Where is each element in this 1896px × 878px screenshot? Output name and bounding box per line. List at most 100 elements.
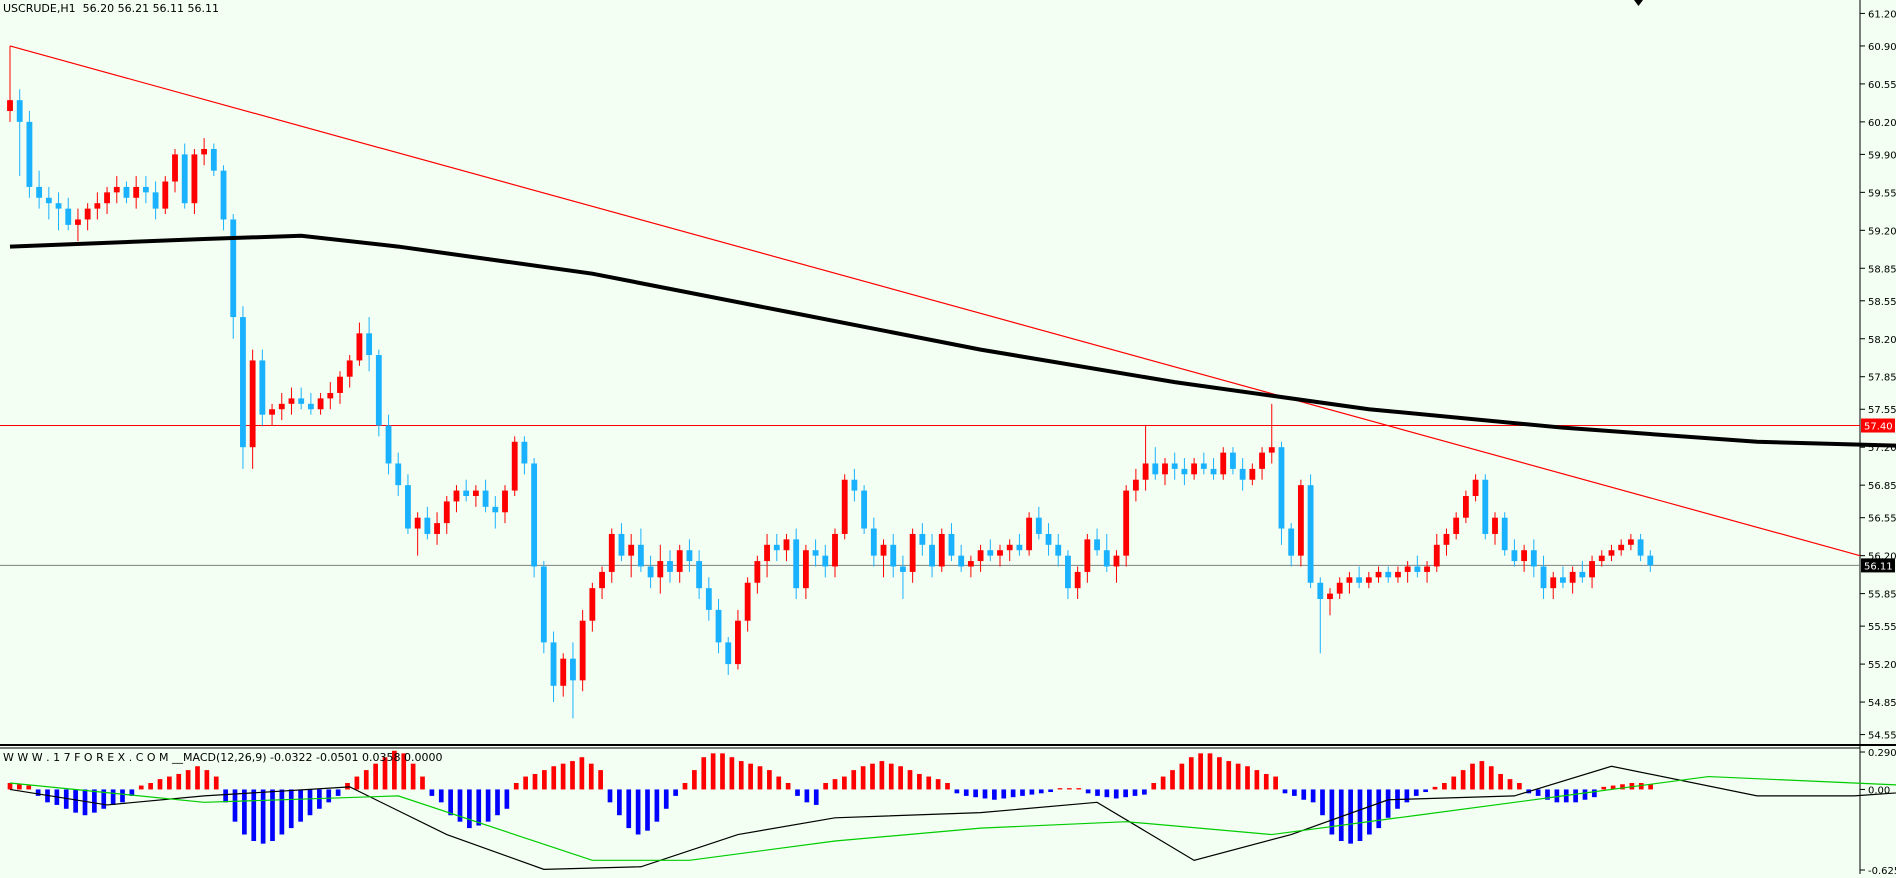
candle-body [162, 181, 169, 209]
candle-body [715, 609, 722, 643]
candle-body [521, 441, 528, 464]
candle-body [1259, 452, 1265, 469]
candle-body [1589, 561, 1595, 578]
candle-body [1200, 463, 1207, 469]
candle-body [1540, 566, 1547, 589]
key-level-tag [1861, 418, 1895, 433]
candle-body [492, 506, 499, 513]
candle-body [278, 403, 285, 410]
candle-body [977, 550, 984, 562]
price-tick-label: 61.20 [1868, 9, 1896, 20]
candle-body [7, 100, 13, 112]
candle-body [94, 203, 101, 209]
candle-body [764, 544, 770, 562]
candle-body [1530, 550, 1537, 567]
candle-body [288, 398, 295, 404]
candle-body [1395, 571, 1401, 578]
candle-body [1375, 571, 1382, 578]
candle-body [346, 360, 353, 377]
trendlines [9, 45, 1861, 557]
candle-body [822, 555, 829, 567]
candle-body [84, 208, 91, 220]
candle-body [1171, 463, 1178, 469]
candle-body [75, 219, 81, 225]
candle-body [773, 544, 780, 551]
macd-label: W W W . 1 7 F O R E X . C O M __MACD(12,… [3, 751, 443, 764]
candle-body [1501, 517, 1508, 551]
moving-average-line [9, 233, 1896, 448]
candle-body [65, 208, 72, 225]
candle-body [870, 528, 877, 556]
candle-body [511, 441, 518, 491]
collapse-arrow-icon[interactable] [1634, 0, 1643, 6]
candle-body [1162, 463, 1168, 475]
price-tick-label: 60.20 [1868, 118, 1896, 129]
candle-body [36, 186, 43, 198]
candle-body [453, 490, 460, 502]
candle-body [1220, 452, 1227, 475]
price-tick-label: 58.20 [1868, 335, 1896, 346]
price-tick-label: 57.20 [1868, 443, 1896, 454]
key-level-tag [1861, 558, 1895, 573]
candle-body [997, 550, 1003, 556]
price-tick-label: 58.85 [1868, 264, 1896, 275]
price-tick-label: 56.55 [1868, 514, 1896, 525]
candle-body [1462, 496, 1469, 518]
candle-body [1637, 539, 1644, 556]
price-ticks: 61.20 60.90 60.55 60.20 59.90 59.55 59.20 58.85… [1860, 9, 1896, 742]
candle-body [1579, 571, 1586, 578]
candle-body [337, 376, 343, 393]
candle-body [385, 425, 392, 464]
candle-body [754, 561, 761, 583]
candle-body [133, 186, 140, 198]
candle-body [570, 658, 576, 681]
candle-body [812, 550, 819, 556]
symbol-label: USCRUDE,H1 56.20 56.21 56.11 56.11 [3, 2, 220, 15]
candle-body [1317, 582, 1324, 600]
resistance-trendline [9, 45, 1861, 557]
price-tick-label: 59.90 [1868, 150, 1896, 161]
price-tick-label: 57.55 [1868, 405, 1896, 416]
candle-body [113, 186, 120, 193]
price-tick-label: 58.55 [1868, 297, 1896, 308]
candle-body [405, 485, 411, 529]
candle-body [1268, 447, 1275, 453]
candle-body [1608, 550, 1615, 556]
candle-body [550, 642, 557, 686]
candle-body [1560, 577, 1566, 583]
candle-body [210, 148, 217, 171]
macd-tick-label: 0.00 [1868, 785, 1890, 796]
candle-body [142, 186, 149, 193]
price-tick-label: 57.85 [1868, 373, 1896, 384]
candle-body [1346, 577, 1353, 583]
candle-body [725, 642, 732, 665]
price-tick-label: 59.20 [1868, 226, 1896, 237]
candle-body [249, 360, 256, 448]
candle-body [1065, 555, 1071, 589]
candle-body [1278, 447, 1285, 529]
candle-body [579, 620, 586, 681]
candlesticks [7, 45, 1654, 719]
candle-body [414, 517, 421, 529]
candle-body [1084, 539, 1091, 572]
candle-body [919, 533, 926, 545]
candle-body [269, 409, 275, 415]
candle-body [1336, 582, 1343, 594]
candle-body [1074, 571, 1081, 589]
candle-body [240, 317, 246, 448]
candle-body [1152, 463, 1159, 475]
price-tick-label: 55.85 [1868, 590, 1896, 601]
candle-body [929, 544, 935, 567]
price-tick-label: 59.55 [1868, 188, 1896, 199]
macd-signal-line [9, 775, 1896, 861]
candle-body [123, 186, 130, 198]
candle-body [1365, 577, 1372, 583]
candle-body [540, 566, 547, 643]
candle-body [152, 192, 159, 209]
candle-body [1239, 468, 1246, 480]
candle-body [220, 170, 227, 220]
candle-body [657, 561, 664, 578]
candle-body [172, 154, 178, 182]
